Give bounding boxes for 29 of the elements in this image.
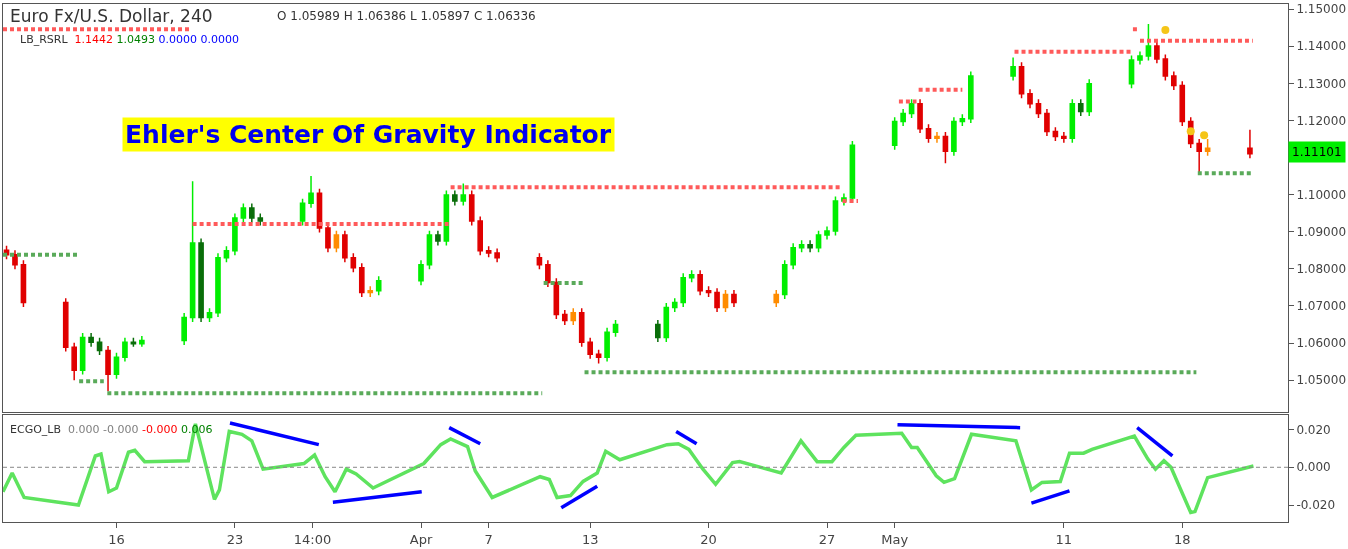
x-tick-label: 20: [700, 531, 717, 547]
x-tick-label: 23: [226, 531, 244, 547]
x-tick-label: Apr: [409, 531, 433, 547]
x-tick-label: 18: [1174, 531, 1191, 547]
x-tick-label: 11: [1055, 531, 1073, 547]
y-tick-label: -0.020: [1296, 498, 1336, 513]
x-tick-label: 13: [581, 531, 599, 547]
y-tick-label: 1.12000: [1296, 113, 1347, 128]
text: 1.11101: [1292, 145, 1342, 159]
x-tick-label: 7: [484, 531, 493, 547]
y-tick-label: 0.020: [1296, 422, 1331, 437]
annotation: LB_RSRL 1.1442 1.0493 0.0000 0.0000: [20, 33, 240, 46]
y-tick-label: 1.09000: [1296, 224, 1347, 239]
y-tick-label: 1.10000: [1296, 187, 1347, 202]
annotation: O 1.05989 H 1.06386 L 1.05897 C 1.06336: [277, 9, 536, 23]
y-tick-label: 1.05000: [1296, 373, 1347, 388]
y-tick-label: 1.14000: [1296, 39, 1347, 54]
x-tick-label: 27: [818, 531, 836, 547]
text: Ehler's Center Of Gravity Indicator: [125, 120, 612, 149]
x-tick-label: May: [881, 531, 909, 547]
y-tick-label: 1.07000: [1296, 299, 1347, 314]
y-tick-label: 1.08000: [1296, 262, 1347, 277]
y-tick-label: 1.13000: [1296, 76, 1347, 91]
y-tick-label: 0.000: [1296, 460, 1331, 475]
annotation: Euro Fx/U.S. Dollar, 240: [10, 6, 213, 26]
x-tick-label: 16: [108, 531, 125, 547]
y-tick-label: 1.06000: [1296, 336, 1347, 351]
y-tick-label: 1.15000: [1296, 2, 1347, 17]
x-tick-label: 14:00: [293, 531, 332, 547]
